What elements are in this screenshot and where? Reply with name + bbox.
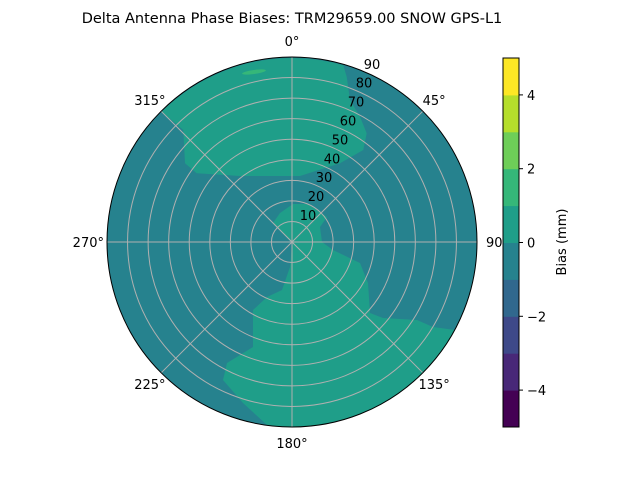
radial-tick-label: 20 <box>308 190 325 205</box>
angular-tick-label: 180° <box>276 437 307 452</box>
colorbar-tick-label: −4 <box>527 384 546 399</box>
region-south-lobe <box>223 204 455 427</box>
colorbar-band <box>503 279 519 317</box>
colorbar-band <box>503 168 519 207</box>
region-patch-north <box>242 69 266 75</box>
colorbar-band <box>503 58 519 96</box>
angular-tick-label: 0° <box>285 35 300 50</box>
radial-tick-label: 30 <box>316 171 333 186</box>
colorbar-band <box>503 390 519 428</box>
plot-border <box>106 56 478 428</box>
polar-grid <box>107 57 477 427</box>
colorbar-band <box>503 353 519 391</box>
region-north-lobe <box>161 58 367 177</box>
angular-tick-label: 315° <box>134 94 165 109</box>
radial-tick-labels: 10 20 30 40 50 60 70 80 90 <box>300 58 381 224</box>
angular-tick-label: 135° <box>418 378 449 393</box>
colorbar-tick-label: −2 <box>527 310 546 325</box>
grid-spoke <box>291 241 424 374</box>
colorbar-band <box>503 316 519 354</box>
colorbar-tick-label: 2 <box>527 163 535 178</box>
chart-title: Delta Antenna Phase Biases: TRM29659.00 … <box>82 11 503 27</box>
grid-spoke <box>160 110 293 243</box>
polar-plot: 0°45°90°135°180°225°270°315° 10203040506… <box>73 35 509 452</box>
radial-tick-label: 90 <box>364 58 381 73</box>
grid-spoke <box>160 241 293 374</box>
colorbar-band <box>503 131 519 170</box>
radial-tick-label: 70 <box>348 96 365 111</box>
colorbar-band <box>503 205 519 243</box>
angular-tick-label: 270° <box>73 236 104 251</box>
colorbar-label: Bias (mm) <box>555 209 570 276</box>
colorbar-band <box>503 94 519 133</box>
angular-tick-label: 225° <box>134 378 165 393</box>
colorbar-tick-label: 0 <box>527 237 535 252</box>
colorbar: −4 −2 0 2 4 Bias (mm) <box>502 57 570 428</box>
colorbar-band <box>503 242 519 280</box>
angular-tick-label: 45° <box>423 94 446 109</box>
colorbar-tick-label: 4 <box>527 89 535 104</box>
radial-tick-label: 60 <box>340 115 357 130</box>
radial-tick-label: 40 <box>324 152 341 167</box>
radial-tick-label: 10 <box>300 209 317 224</box>
grid-spoke <box>291 110 424 243</box>
radial-tick-label: 50 <box>332 133 349 148</box>
radial-tick-label: 80 <box>356 77 373 92</box>
